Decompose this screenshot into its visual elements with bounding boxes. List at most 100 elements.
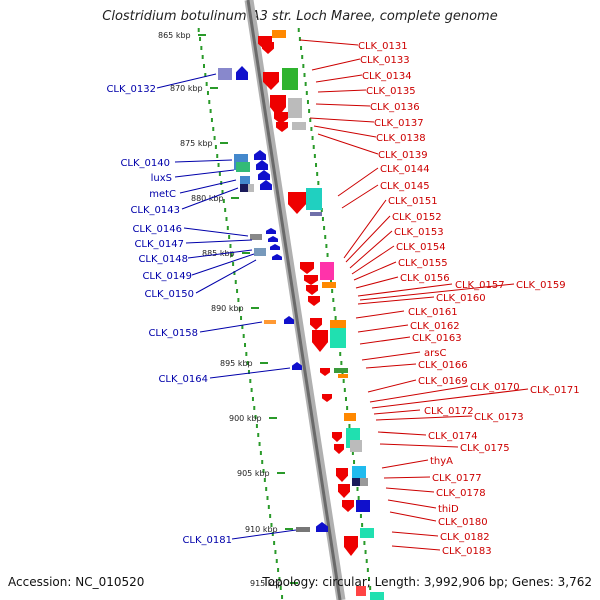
genes xyxy=(218,30,384,600)
scale-label: 915 kbp xyxy=(250,579,283,588)
scale-label: 875 kbp xyxy=(180,139,213,148)
gene-feature xyxy=(338,374,348,378)
gene-feature xyxy=(270,244,280,250)
gene-feature xyxy=(254,248,266,256)
scale-label: 890 kbp xyxy=(211,304,244,313)
gene-label: CLK_0146 xyxy=(132,224,182,235)
gene-label: metC xyxy=(149,189,176,200)
gene-feature xyxy=(322,394,332,402)
gene-label: CLK_0137 xyxy=(374,118,424,129)
gene-feature xyxy=(292,122,306,130)
gene-feature xyxy=(310,318,322,330)
gene-label: CLK_0131 xyxy=(358,41,408,52)
gene-label: CLK_0157 xyxy=(455,280,505,291)
gene-label: thyA xyxy=(430,456,453,467)
gene-feature xyxy=(308,296,320,306)
gene-label: CLK_0148 xyxy=(138,254,188,265)
gene-label: CLK_0159 xyxy=(516,280,566,291)
gene-label: CLK_0136 xyxy=(370,102,420,113)
gene-feature xyxy=(334,368,348,373)
gene-label: CLK_0160 xyxy=(436,293,486,304)
gene-feature xyxy=(256,160,268,170)
gene-feature xyxy=(248,184,254,192)
gene-feature xyxy=(352,478,360,486)
gene-label: CLK_0178 xyxy=(436,488,486,499)
gene-feature xyxy=(264,320,276,324)
scale-label: 880 kbp xyxy=(191,194,224,203)
gene-feature xyxy=(250,234,262,240)
gene-label: CLK_0140 xyxy=(120,158,170,169)
gene-feature xyxy=(332,432,342,442)
gene-feature xyxy=(370,592,384,600)
gene-feature xyxy=(344,413,356,421)
scale-label: 910 kbp xyxy=(245,525,278,534)
gene-feature xyxy=(282,68,298,90)
gene-label: CLK_0151 xyxy=(388,196,438,207)
gene-feature xyxy=(360,528,374,538)
gene-label: CLK_0135 xyxy=(366,86,416,97)
gene-feature xyxy=(342,500,354,512)
gene-label: CLK_0155 xyxy=(398,258,448,269)
gene-label: CLK_0161 xyxy=(408,307,458,318)
gene-feature xyxy=(288,98,302,118)
gene-feature xyxy=(236,66,248,80)
gene-feature xyxy=(330,320,346,328)
gene-label: CLK_0156 xyxy=(400,273,450,284)
gene-label: thiD xyxy=(438,504,459,515)
gene-feature xyxy=(272,30,286,38)
scale-labels: 865 kbp 870 kbp 875 kbp 880 kbp 885 kbp 890 k… xyxy=(158,31,298,588)
gene-label: CLK_0149 xyxy=(142,271,192,282)
gene-feature xyxy=(352,466,366,480)
gene-feature xyxy=(240,176,250,184)
gene-feature xyxy=(262,42,274,54)
gene-label: CLK_0166 xyxy=(418,360,468,371)
gene-label: CLK_0177 xyxy=(432,473,482,484)
gene-feature xyxy=(316,522,328,532)
gene-label: arsC xyxy=(424,348,446,359)
gene-feature xyxy=(304,275,318,285)
gene-label: CLK_0183 xyxy=(442,546,492,557)
gene-label: CLK_0143 xyxy=(130,205,180,216)
gene-label: CLK_0139 xyxy=(378,150,428,161)
gene-feature xyxy=(263,72,279,90)
gene-feature xyxy=(312,330,328,352)
gene-feature xyxy=(218,68,232,80)
gene-feature xyxy=(292,362,302,370)
forward-gene-labels: CLK_0131 CLK_0133 CLK_0134 CLK_0135 CLK_0136… xyxy=(358,41,580,557)
gene-label: CLK_0175 xyxy=(460,443,510,454)
gene-label: CLK_0133 xyxy=(360,55,410,66)
gene-feature xyxy=(274,112,288,124)
gene-feature xyxy=(288,192,306,214)
gene-feature xyxy=(260,180,272,190)
gene-label: CLK_0170 xyxy=(470,382,520,393)
gene-label: CLK_0144 xyxy=(380,164,430,175)
accession-label: Accession: NC_010520 xyxy=(8,575,145,589)
scale-label: 905 kbp xyxy=(237,469,270,478)
gene-label: CLK_0173 xyxy=(474,412,524,423)
gene-feature xyxy=(336,468,348,482)
reverse-gene-labels: CLK_0132 CLK_0140 luxS metC CLK_0143 CLK_0146… xyxy=(106,84,232,546)
gene-feature xyxy=(320,368,330,376)
gene-label: CLK_0169 xyxy=(418,376,468,387)
gene-feature xyxy=(356,586,366,596)
topology-summary: Topology: circular; Length: 3,992,906 bp… xyxy=(262,575,592,589)
gene-label: CLK_0134 xyxy=(362,71,412,82)
gene-feature xyxy=(276,122,288,132)
gene-feature xyxy=(306,285,318,295)
scale-label: 895 kbp xyxy=(220,359,253,368)
gene-feature xyxy=(320,262,334,280)
gene-label: CLK_0171 xyxy=(530,385,580,396)
map-title: Clostridium botulinum A3 str. Loch Maree… xyxy=(102,9,498,24)
gene-feature xyxy=(310,212,322,216)
gene-label: CLK_0163 xyxy=(412,333,462,344)
scale-label: 870 kbp xyxy=(170,84,203,93)
gene-label: CLK_0132 xyxy=(106,84,156,95)
scale-label: 900 kbp xyxy=(229,414,262,423)
genome-backbone xyxy=(244,0,346,600)
gene-feature xyxy=(270,95,286,117)
gene-label: CLK_0145 xyxy=(380,181,430,192)
gene-feature xyxy=(356,500,370,512)
gene-label: CLK_0152 xyxy=(392,212,442,223)
gene-label: CLK_0182 xyxy=(440,532,490,543)
